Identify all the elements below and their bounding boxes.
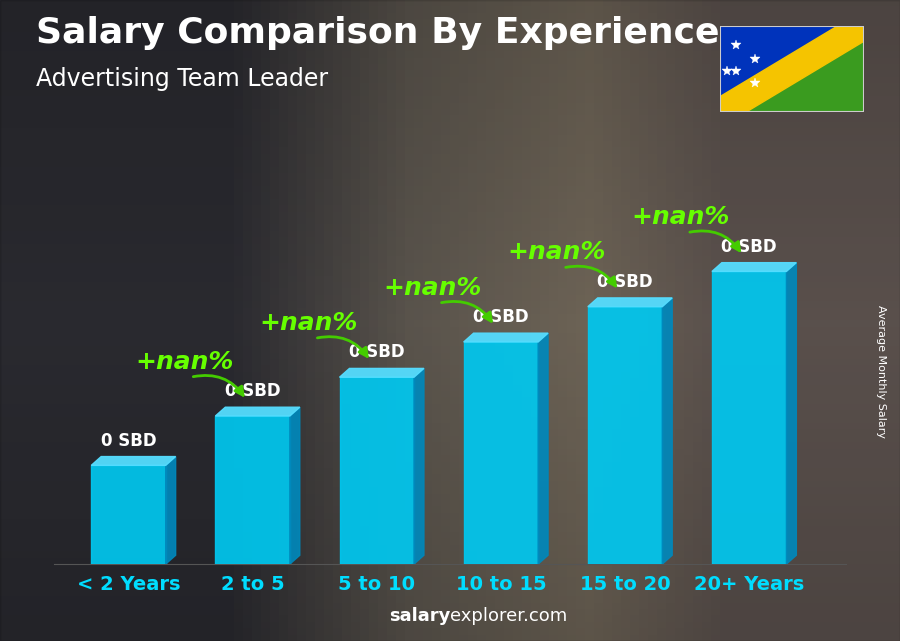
Polygon shape xyxy=(720,26,864,112)
Bar xyxy=(339,377,414,564)
Polygon shape xyxy=(662,298,672,564)
Polygon shape xyxy=(166,456,176,564)
Text: 0 SBD: 0 SBD xyxy=(349,344,405,362)
Text: 0 SBD: 0 SBD xyxy=(722,238,777,256)
Polygon shape xyxy=(290,407,300,564)
Polygon shape xyxy=(464,333,548,342)
Bar xyxy=(588,307,662,564)
Text: +nan%: +nan% xyxy=(508,240,606,264)
Text: 0 SBD: 0 SBD xyxy=(225,382,281,400)
Text: Average Monthly Salary: Average Monthly Salary xyxy=(877,305,886,438)
Text: +nan%: +nan% xyxy=(135,350,233,374)
Polygon shape xyxy=(720,26,864,112)
Text: +nan%: +nan% xyxy=(632,205,730,229)
Text: Advertising Team Leader: Advertising Team Leader xyxy=(36,67,328,91)
Polygon shape xyxy=(720,26,864,112)
Polygon shape xyxy=(339,369,424,377)
Polygon shape xyxy=(588,298,672,307)
Text: Salary Comparison By Experience: Salary Comparison By Experience xyxy=(36,16,719,50)
Polygon shape xyxy=(91,456,176,465)
Text: +nan%: +nan% xyxy=(259,311,357,335)
Text: 0 SBD: 0 SBD xyxy=(473,308,528,326)
Text: 0 SBD: 0 SBD xyxy=(598,273,652,291)
Bar xyxy=(712,272,787,564)
Polygon shape xyxy=(538,333,548,564)
Bar xyxy=(91,465,166,564)
Text: explorer.com: explorer.com xyxy=(450,607,567,625)
Text: +nan%: +nan% xyxy=(383,276,482,299)
Text: salary: salary xyxy=(389,607,450,625)
Polygon shape xyxy=(787,263,796,564)
Text: 0 SBD: 0 SBD xyxy=(101,431,157,449)
Bar xyxy=(464,342,538,564)
Bar xyxy=(215,416,290,564)
Polygon shape xyxy=(712,263,796,272)
Polygon shape xyxy=(414,369,424,564)
Polygon shape xyxy=(215,407,300,416)
